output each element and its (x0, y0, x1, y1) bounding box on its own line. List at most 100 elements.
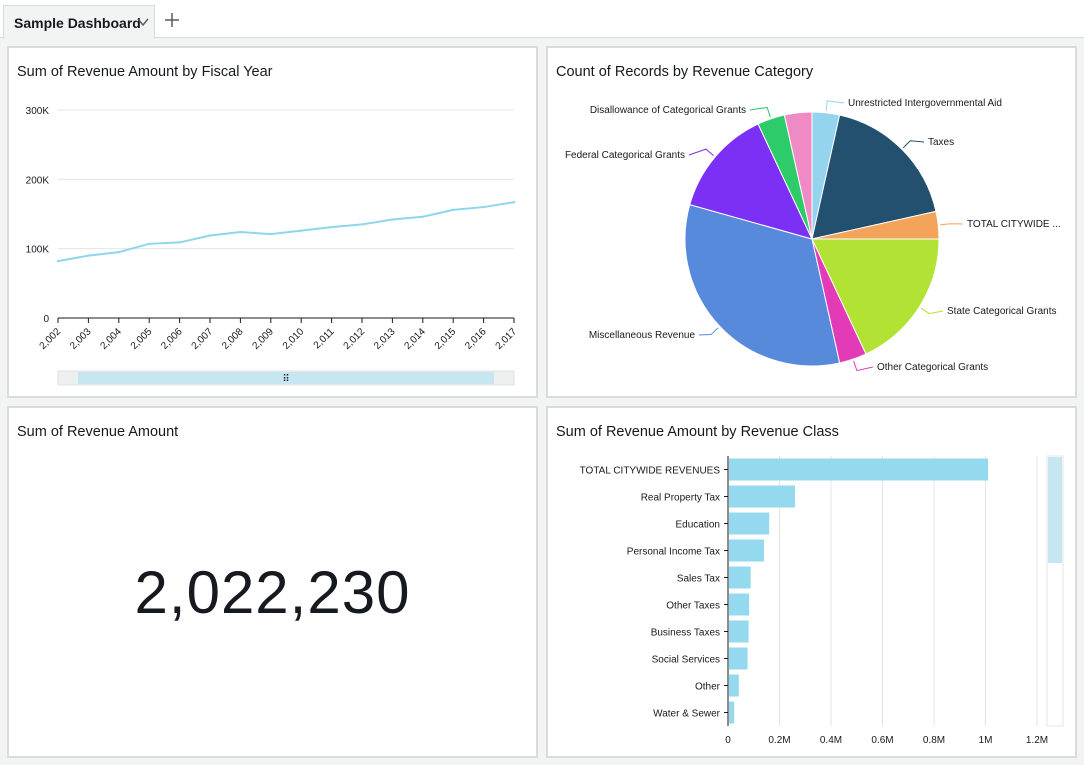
panel-title: Sum of Revenue Amount by Fiscal Year (17, 64, 273, 80)
y-tick-label: Personal Income Tax (627, 547, 720, 558)
y-tick-label: Business Taxes (651, 628, 720, 639)
y-tick-label: Real Property Tax (641, 493, 720, 504)
kpi-panel[interactable]: Sum of Revenue Amount 2,022,230 (7, 406, 538, 758)
pie-leader-line (902, 140, 925, 149)
pie-chart-panel[interactable]: Count of Records by Revenue Category Unr… (546, 46, 1077, 398)
x-tick-label: 2,006 (159, 326, 185, 352)
bar[interactable] (729, 512, 770, 535)
data-point (56, 259, 60, 263)
line-chart-panel[interactable]: Sum of Revenue Amount by Fiscal Year 0 10… (7, 46, 538, 398)
tab-bar: Sample Dashboard (0, 0, 1084, 39)
y-tick-label: Other (695, 682, 721, 693)
pie-leader-line (940, 223, 964, 226)
data-point (421, 215, 424, 218)
y-tick-label: Social Services (652, 655, 720, 666)
y-tick-label: 200K (26, 175, 50, 186)
data-point (208, 234, 212, 237)
x-tick-label: 2,005 (129, 326, 155, 352)
range-slider-thumb[interactable] (78, 372, 494, 384)
panel-title: Sum of Revenue Amount (17, 424, 179, 440)
data-point (87, 254, 90, 257)
pie-label: Other Categorical Grants (877, 362, 988, 373)
pie-chart: Unrestricted Intergovernmental Aid Taxes T… (565, 98, 1061, 373)
data-point (239, 230, 242, 234)
tab-sample-dashboard[interactable]: Sample Dashboard (3, 5, 155, 39)
y-tick-label: Sales Tax (677, 574, 720, 585)
plus-icon[interactable] (164, 12, 180, 28)
x-tick-label: 2,015 (433, 326, 459, 352)
x-tick-label: 1.2M (1026, 735, 1048, 746)
pie-label: TOTAL CITYWIDE ... (967, 219, 1061, 230)
y-tick-label: TOTAL CITYWIDE REVENUES (580, 466, 721, 477)
x-tick-label: 2,017 (494, 326, 520, 352)
data-point (482, 205, 485, 209)
x-tick-label: 2,004 (98, 326, 124, 352)
y-tick-label: 100K (26, 245, 50, 256)
x-tick-label: 2,007 (190, 326, 216, 352)
drag-handle-icon[interactable]: ⠿ (282, 374, 289, 385)
pie-label: Unrestricted Intergovernmental Aid (848, 98, 1002, 109)
series-line (57, 201, 515, 263)
x-tick-label: 2,011 (312, 326, 337, 351)
pie-leader-line (825, 100, 845, 111)
pie-label: State Categorical Grants (947, 306, 1057, 317)
data-point (360, 223, 364, 226)
panel-title: Count of Records by Revenue Category (556, 64, 814, 80)
tab-label: Sample Dashboard (14, 14, 141, 31)
bar[interactable] (729, 701, 735, 724)
bar[interactable] (729, 566, 751, 589)
pie-slice[interactable] (684, 204, 841, 367)
x-tick-label: 1M (979, 735, 993, 746)
x-tick-label: 0 (725, 735, 731, 746)
bar-chart: 0 0.2M 0.4M 0.6M 0.8M 1M 1.2M TOTAL CITYWIDE RE… (580, 455, 1064, 746)
x-tick-label: 0.4M (820, 735, 842, 746)
pie-slice[interactable] (811, 114, 937, 240)
bar[interactable] (729, 593, 750, 616)
data-point (148, 242, 151, 246)
x-tick-label: 2,002 (38, 326, 64, 352)
x-tick-label: 0.6M (871, 735, 893, 746)
pie-slice[interactable] (811, 238, 940, 355)
y-tick-label: Water & Sewer (653, 709, 721, 720)
pie-leader-line (749, 106, 771, 118)
chevron-down-icon[interactable] (136, 15, 150, 29)
data-point (300, 229, 303, 232)
bar-chart-panel[interactable]: Sum of Revenue Amount by Revenue Class 0… (546, 406, 1077, 758)
kpi-value: 2,022,230 (134, 559, 411, 626)
bar[interactable] (729, 458, 989, 481)
bar[interactable] (729, 539, 765, 562)
pie-label: Federal Categorical Grants (565, 150, 685, 161)
scrollbar-thumb[interactable] (1048, 457, 1062, 563)
x-tick-label: 2,014 (402, 326, 428, 352)
pie-slice[interactable] (689, 123, 813, 240)
x-tick-label: 2,016 (463, 326, 489, 352)
x-tick-label: 2,013 (372, 326, 398, 352)
data-point (178, 241, 181, 244)
x-tick-label: 0.2M (768, 735, 790, 746)
data-point (117, 250, 121, 254)
pie-leader-line (853, 360, 874, 372)
pie-label: Miscellaneous Revenue (589, 330, 696, 341)
x-tick-label: 2,008 (220, 326, 246, 352)
x-tick-label: 2,010 (281, 326, 307, 352)
data-point (269, 232, 272, 236)
data-point (391, 218, 394, 221)
pie-leader-line (920, 307, 944, 315)
bar[interactable] (729, 485, 795, 508)
pie-label: Taxes (928, 137, 954, 148)
y-tick-label: Education (676, 520, 720, 531)
data-point (512, 201, 516, 204)
pie-slice[interactable] (783, 111, 813, 240)
pie-label: Disallowance of Categorical Grants (590, 105, 746, 116)
x-tick-label: 2,003 (68, 326, 94, 352)
x-tick-label: 0.8M (923, 735, 945, 746)
panel-title: Sum of Revenue Amount by Revenue Class (556, 424, 839, 440)
bar[interactable] (729, 674, 739, 697)
bar[interactable] (729, 647, 748, 670)
pie-leader-line (688, 148, 714, 156)
data-point (452, 208, 455, 212)
pie-leader-line (698, 327, 719, 336)
bar[interactable] (729, 620, 749, 643)
x-tick-label: 2,012 (342, 326, 368, 352)
